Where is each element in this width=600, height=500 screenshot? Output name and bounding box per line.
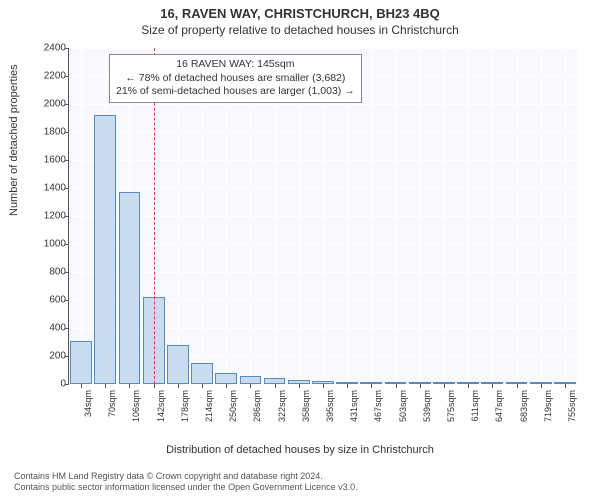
- xtick-label: 539sqm: [422, 390, 432, 422]
- gridline-v: [371, 48, 372, 384]
- xtick-label: 70sqm: [107, 390, 117, 417]
- xtick-mark: [81, 384, 82, 388]
- xtick-label: 250sqm: [228, 390, 238, 422]
- xtick-mark: [347, 384, 348, 388]
- annotation-line-1: 16 RAVEN WAY: 145sqm: [116, 58, 355, 72]
- xtick-label: 358sqm: [301, 390, 311, 422]
- xtick-mark: [396, 384, 397, 388]
- xtick-mark: [444, 384, 445, 388]
- xtick-mark: [250, 384, 251, 388]
- footer-line-1: Contains HM Land Registry data © Crown c…: [14, 471, 358, 483]
- gridline-v: [396, 48, 397, 384]
- ytick-label: 800: [36, 267, 66, 278]
- ytick-label: 200: [36, 351, 66, 362]
- ytick-label: 1600: [36, 155, 66, 166]
- histogram-bar: [119, 192, 141, 384]
- histogram-bar: [167, 345, 189, 384]
- xtick-label: 755sqm: [567, 390, 577, 422]
- x-axis-label: Distribution of detached houses by size …: [0, 444, 600, 456]
- gridline-v: [468, 48, 469, 384]
- chart-title: 16, RAVEN WAY, CHRISTCHURCH, BH23 4BQ: [0, 0, 600, 21]
- gridline-v: [444, 48, 445, 384]
- annotation-line-2: ← 78% of detached houses are smaller (3,…: [116, 72, 355, 86]
- xtick-label: 719sqm: [543, 390, 553, 422]
- footer-line-2: Contains public sector information licen…: [14, 482, 358, 494]
- xtick-label: 106sqm: [131, 390, 141, 422]
- ytick-label: 400: [36, 323, 66, 334]
- ytick-label: 1800: [36, 127, 66, 138]
- xtick-mark: [323, 384, 324, 388]
- xtick-label: 34sqm: [83, 390, 93, 417]
- xtick-mark: [541, 384, 542, 388]
- chart-container: 16, RAVEN WAY, CHRISTCHURCH, BH23 4BQ Si…: [0, 0, 600, 500]
- y-axis-label: Number of detached properties: [8, 64, 20, 216]
- xtick-mark: [420, 384, 421, 388]
- histogram-bar: [215, 373, 237, 384]
- xtick-label: 395sqm: [325, 390, 335, 422]
- xtick-mark: [275, 384, 276, 388]
- histogram-bar: [191, 363, 213, 384]
- xtick-label: 178sqm: [180, 390, 190, 422]
- ytick-label: 1400: [36, 183, 66, 194]
- xtick-mark: [105, 384, 106, 388]
- histogram-bar: [240, 376, 262, 384]
- xtick-label: 286sqm: [252, 390, 262, 422]
- xtick-mark: [154, 384, 155, 388]
- xtick-label: 611sqm: [470, 390, 480, 421]
- annotation-box: 16 RAVEN WAY: 145sqm ← 78% of detached h…: [109, 54, 362, 103]
- ytick-label: 2200: [36, 71, 66, 82]
- xtick-label: 322sqm: [277, 390, 287, 422]
- histogram-bar: [70, 341, 92, 384]
- xtick-mark: [565, 384, 566, 388]
- gridline-v: [517, 48, 518, 384]
- xtick-label: 431sqm: [349, 390, 359, 422]
- xtick-label: 214sqm: [204, 390, 214, 422]
- xtick-mark: [468, 384, 469, 388]
- gridline-v: [420, 48, 421, 384]
- xtick-mark: [178, 384, 179, 388]
- xtick-mark: [492, 384, 493, 388]
- ytick-label: 2000: [36, 99, 66, 110]
- ytick-label: 1200: [36, 211, 66, 222]
- ytick-label: 2400: [36, 43, 66, 54]
- xtick-mark: [129, 384, 130, 388]
- footer-attribution: Contains HM Land Registry data © Crown c…: [14, 471, 358, 494]
- xtick-label: 142sqm: [156, 390, 166, 422]
- xtick-mark: [299, 384, 300, 388]
- xtick-label: 467sqm: [373, 390, 383, 422]
- xtick-mark: [517, 384, 518, 388]
- ytick-label: 600: [36, 295, 66, 306]
- xtick-mark: [226, 384, 227, 388]
- xtick-mark: [371, 384, 372, 388]
- gridline-v: [492, 48, 493, 384]
- annotation-line-3: 21% of semi-detached houses are larger (…: [116, 85, 355, 99]
- gridline-v: [81, 48, 82, 384]
- ytick-label: 0: [36, 379, 66, 390]
- ytick-label: 1000: [36, 239, 66, 250]
- histogram-bar: [94, 115, 116, 384]
- xtick-label: 683sqm: [519, 390, 529, 422]
- gridline-v: [541, 48, 542, 384]
- xtick-label: 503sqm: [398, 390, 408, 422]
- chart-subtitle: Size of property relative to detached ho…: [0, 21, 600, 37]
- xtick-mark: [202, 384, 203, 388]
- plot-area: 16 RAVEN WAY: 145sqm ← 78% of detached h…: [68, 48, 577, 385]
- xtick-label: 575sqm: [446, 390, 456, 422]
- xtick-label: 647sqm: [494, 390, 504, 422]
- gridline-v: [565, 48, 566, 384]
